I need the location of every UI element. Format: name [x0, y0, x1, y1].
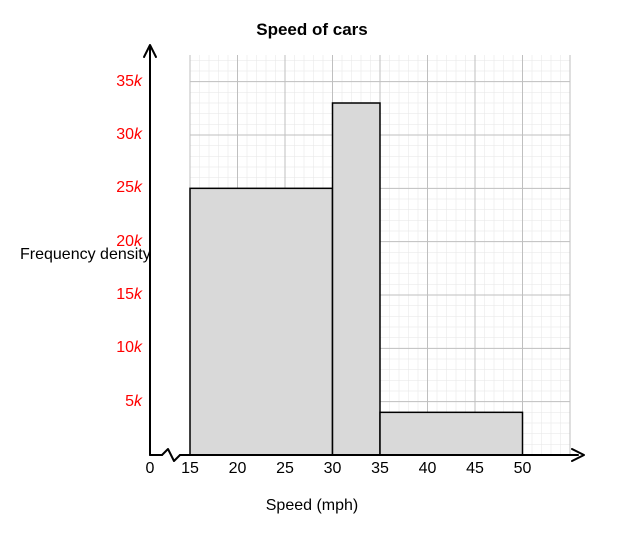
x-tick: 0 — [146, 460, 155, 478]
x-tick: 30 — [324, 460, 342, 478]
x-tick: 45 — [466, 460, 484, 478]
x-tick: 35 — [371, 460, 389, 478]
x-tick: 15 — [181, 460, 199, 478]
chart-title: Speed of cars — [20, 20, 604, 40]
x-tick: 20 — [229, 460, 247, 478]
y-tick: 25k — [116, 179, 142, 197]
x-axis-label: Speed (mph) — [20, 497, 604, 515]
y-tick: 35k — [116, 73, 142, 91]
plot-area — [150, 55, 570, 455]
plot-svg — [150, 55, 570, 455]
y-tick: 20k — [116, 233, 142, 251]
x-tick: 40 — [419, 460, 437, 478]
x-tick: 25 — [276, 460, 294, 478]
histogram-chart: Speed of cars Frequency density 5k10k15k… — [20, 20, 604, 515]
y-tick: 10k — [116, 339, 142, 357]
y-tick: 5k — [125, 393, 142, 411]
y-tick: 15k — [116, 286, 142, 304]
y-tick: 30k — [116, 126, 142, 144]
x-tick: 50 — [514, 460, 532, 478]
